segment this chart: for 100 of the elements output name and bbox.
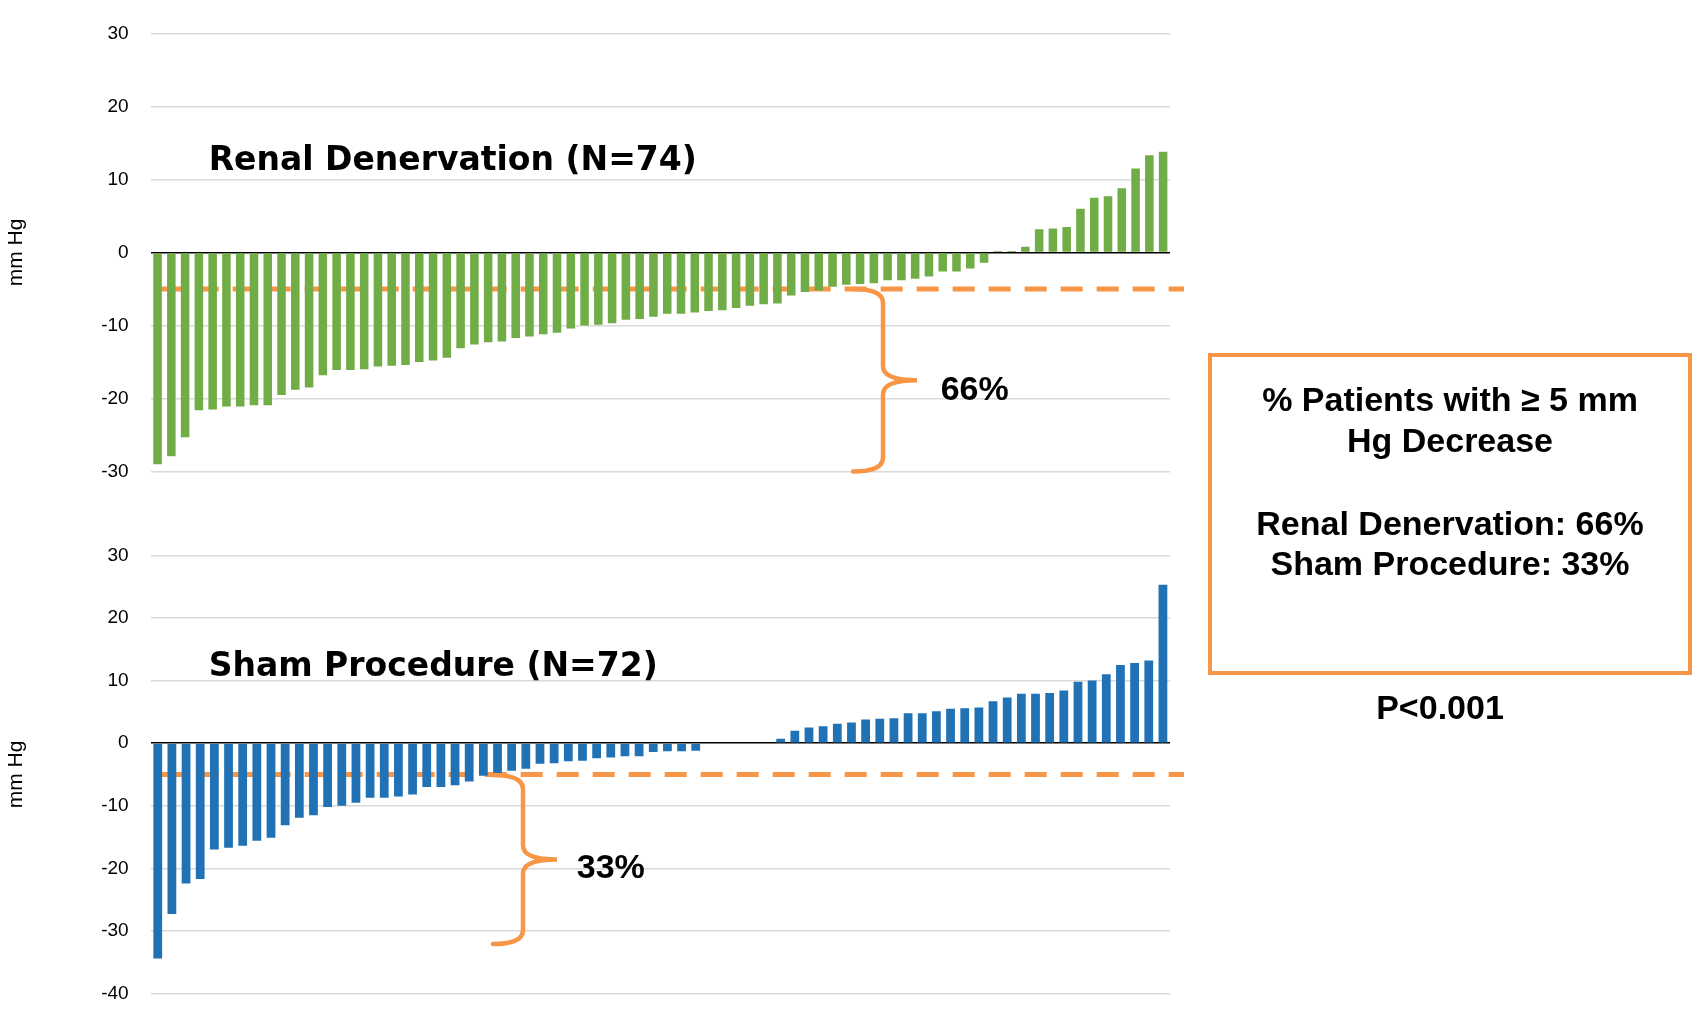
bar — [903, 713, 913, 743]
bar — [167, 253, 176, 457]
bar — [470, 253, 479, 345]
bar — [861, 719, 870, 743]
bar — [677, 743, 686, 752]
bar — [450, 743, 460, 786]
bar — [1002, 697, 1012, 743]
bar — [847, 722, 856, 743]
bar — [704, 253, 713, 311]
bar — [592, 743, 602, 759]
bar — [387, 253, 396, 366]
bar — [415, 253, 424, 363]
text: Sham Procedure: 33% — [1269, 543, 1631, 585]
text: Sham Procedure (N=72) — [208, 644, 658, 684]
bar — [209, 743, 219, 850]
bar — [1034, 229, 1044, 252]
y-tick-label: 0 — [118, 240, 129, 262]
bar — [497, 253, 507, 342]
bar — [832, 723, 842, 743]
bar — [373, 253, 383, 367]
bar — [323, 743, 333, 808]
bar — [1089, 197, 1099, 252]
bar — [346, 253, 355, 371]
bar — [167, 743, 177, 915]
bar — [511, 253, 520, 338]
y-tick-label: -30 — [101, 919, 129, 941]
y-tick-label: 10 — [107, 167, 129, 189]
bar — [731, 253, 741, 309]
bar — [875, 718, 885, 743]
bar — [1016, 693, 1026, 743]
y-tick-label: -10 — [101, 313, 129, 335]
annotation: 66% — [940, 368, 1009, 407]
bar — [238, 743, 248, 846]
bar — [194, 253, 204, 411]
bar — [842, 253, 851, 285]
bar — [649, 253, 658, 317]
bar — [883, 253, 892, 281]
bar — [621, 253, 631, 320]
y-tick-label: -20 — [101, 386, 129, 408]
bar — [1031, 693, 1040, 743]
bar — [549, 743, 559, 764]
bar — [1116, 664, 1125, 743]
bar — [648, 743, 658, 752]
bar — [1048, 228, 1058, 252]
bar — [428, 253, 438, 361]
bar — [606, 743, 616, 758]
bar — [594, 253, 603, 325]
bar — [507, 743, 517, 771]
text: Renal Denervation: 66% — [1255, 502, 1645, 544]
bar — [691, 743, 701, 751]
bar — [359, 253, 369, 370]
y-tick-label: 0 — [118, 731, 129, 753]
bar — [552, 253, 562, 333]
bar — [422, 743, 432, 788]
bar — [379, 743, 389, 798]
bar — [974, 707, 984, 743]
bar — [180, 253, 190, 438]
bar — [869, 253, 879, 284]
bar — [153, 253, 162, 465]
bar — [224, 743, 233, 848]
bar — [277, 253, 286, 395]
bar — [456, 253, 465, 349]
bar — [304, 253, 314, 388]
bar — [924, 253, 934, 277]
bar — [952, 253, 961, 272]
bar — [676, 253, 686, 314]
bar — [855, 253, 865, 284]
bar — [280, 743, 290, 826]
bar — [786, 253, 796, 296]
bar — [464, 743, 474, 782]
y-axis-title: mm Hg — [3, 740, 27, 809]
bar — [759, 253, 768, 305]
bar — [401, 253, 410, 365]
bar — [493, 743, 502, 774]
bar — [563, 743, 573, 762]
bar — [580, 253, 589, 326]
bar — [773, 253, 782, 304]
bar — [153, 743, 163, 959]
bar — [828, 253, 837, 287]
bar — [538, 253, 548, 335]
bar — [818, 726, 828, 743]
bar — [1062, 226, 1071, 252]
y-tick-label: 20 — [107, 94, 129, 116]
bar — [408, 743, 417, 795]
bar — [1117, 188, 1127, 252]
bar — [566, 253, 576, 329]
bar — [394, 743, 403, 797]
bar — [578, 743, 587, 761]
y-tick-label: -30 — [101, 459, 129, 481]
bar — [1144, 660, 1154, 743]
bar — [1158, 151, 1168, 252]
bar — [663, 743, 672, 752]
bar — [1145, 155, 1154, 252]
bar — [932, 711, 941, 743]
bar — [525, 253, 534, 337]
y-tick-label: -40 — [101, 981, 129, 1003]
bar — [960, 708, 970, 743]
bar — [979, 253, 989, 263]
bar — [252, 743, 262, 841]
bar — [889, 718, 899, 743]
